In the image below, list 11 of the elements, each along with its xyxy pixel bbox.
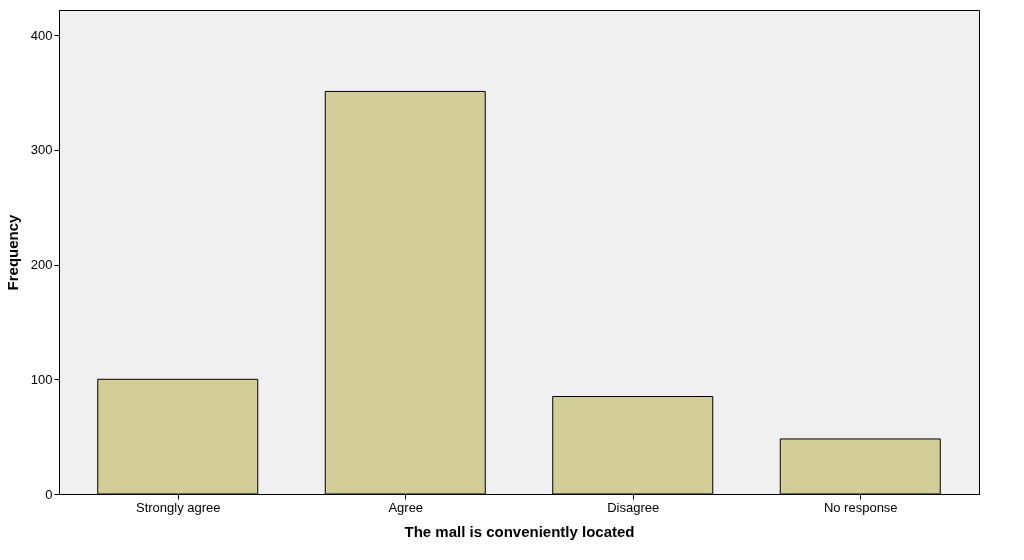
y-tick-label: 400 (30, 27, 53, 43)
y-tick-label: 300 (30, 142, 53, 158)
y-tick-label: 0 (45, 486, 53, 502)
x-tick-label: Strongly agree (135, 499, 221, 515)
x-tick-label: Agree (388, 499, 424, 515)
x-axis-title: The mall is conveniently located (404, 522, 635, 540)
y-axis-title: Frequency (3, 213, 21, 291)
x-tick-label: No response (823, 499, 898, 515)
y-tick-label: 100 (30, 371, 53, 387)
x-tick-label: Disagree (607, 499, 660, 515)
y-tick-label: 200 (30, 257, 53, 273)
